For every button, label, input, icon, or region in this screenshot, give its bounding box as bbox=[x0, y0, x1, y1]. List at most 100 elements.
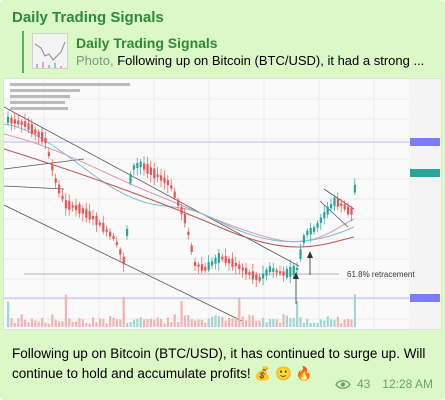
candle-body bbox=[299, 249, 302, 259]
candle-body bbox=[187, 231, 190, 236]
candle-body bbox=[248, 272, 251, 275]
volume-bar bbox=[34, 320, 37, 327]
candle-body bbox=[336, 198, 339, 207]
candle-body bbox=[282, 271, 285, 276]
reply-text: Photo, Following up on Bitcoin (BTC/USD)… bbox=[76, 53, 431, 68]
volume-bar bbox=[170, 321, 173, 327]
volume-bar bbox=[207, 318, 210, 327]
volume-bar bbox=[275, 319, 278, 327]
candle-body bbox=[302, 235, 305, 244]
candle-body bbox=[68, 200, 71, 210]
candle-body bbox=[102, 222, 105, 232]
view-count: 43 bbox=[356, 377, 371, 391]
channel-name[interactable]: Daily Trading Signals bbox=[12, 9, 164, 26]
candle-body bbox=[190, 245, 193, 252]
candle-body bbox=[268, 266, 271, 273]
chart-image[interactable]: 61.8% retracement bbox=[3, 78, 442, 330]
volume-bar bbox=[75, 321, 78, 327]
candle-body bbox=[30, 124, 33, 135]
volume-bar bbox=[105, 323, 108, 327]
volume-bar bbox=[24, 319, 27, 327]
candle-body bbox=[197, 264, 200, 267]
volume-bar bbox=[58, 321, 61, 327]
volume-bar bbox=[13, 323, 16, 327]
volume-bar bbox=[245, 320, 248, 327]
volume-bar bbox=[68, 318, 71, 327]
candle-body bbox=[319, 217, 322, 223]
candle-body bbox=[170, 185, 173, 189]
candle-body bbox=[228, 258, 231, 264]
volume-bar bbox=[173, 314, 176, 327]
volume-bar bbox=[251, 315, 254, 327]
candle-body bbox=[238, 264, 241, 270]
volume-bar bbox=[7, 301, 10, 327]
candle-body bbox=[265, 269, 268, 276]
candle-body bbox=[340, 203, 343, 207]
volume-bar bbox=[156, 317, 159, 327]
candle-body bbox=[10, 117, 13, 124]
volume-bar bbox=[163, 323, 166, 327]
volume-bar bbox=[241, 316, 244, 327]
message-text: Following up on Bitcoin (BTC/USD), it ha… bbox=[12, 346, 426, 381]
volume-bar bbox=[299, 317, 302, 327]
volume-bar bbox=[343, 319, 346, 327]
candle-body bbox=[204, 266, 207, 271]
reply-snippet: Following up on Bitcoin (BTC/USD), it ha… bbox=[117, 53, 425, 68]
volume-bar bbox=[292, 317, 295, 327]
volume-bar bbox=[190, 319, 193, 327]
candle-body bbox=[129, 173, 132, 184]
candle-body bbox=[122, 256, 125, 265]
candle-body bbox=[207, 262, 210, 271]
volume-bar bbox=[10, 318, 13, 327]
btc-chart: 61.8% retracement bbox=[4, 79, 441, 329]
candle-body bbox=[326, 206, 329, 215]
candle-body bbox=[313, 227, 316, 232]
volume-bar bbox=[95, 322, 98, 327]
candle-body bbox=[71, 205, 74, 208]
volume-bar bbox=[289, 318, 292, 327]
candle-body bbox=[119, 249, 122, 255]
volume-bar bbox=[326, 316, 329, 327]
volume-bar bbox=[194, 320, 197, 327]
candle-body bbox=[7, 116, 10, 123]
volume-bar bbox=[177, 322, 180, 327]
volume-bar bbox=[149, 318, 152, 327]
volume-bar bbox=[47, 323, 50, 327]
volume-bar bbox=[85, 322, 88, 327]
volume-bar bbox=[302, 322, 305, 327]
volume-bar bbox=[102, 319, 105, 327]
volume-bar bbox=[17, 318, 20, 327]
volume-bar bbox=[166, 317, 169, 327]
candle-body bbox=[163, 177, 166, 184]
volume-bar bbox=[211, 316, 214, 327]
volume-bar bbox=[197, 319, 200, 327]
candle-body bbox=[20, 121, 23, 125]
candle-body bbox=[194, 261, 197, 267]
volume-bar bbox=[282, 314, 285, 327]
candle-body bbox=[75, 205, 78, 211]
volume-bar bbox=[248, 314, 251, 327]
volume-bar bbox=[37, 321, 40, 327]
volume-bar bbox=[61, 321, 64, 327]
volume-bar bbox=[350, 319, 353, 327]
volume-bar bbox=[30, 318, 33, 327]
views-eye-icon bbox=[335, 379, 351, 389]
volume-bar bbox=[238, 298, 241, 327]
candle-body bbox=[160, 175, 163, 181]
candle-body bbox=[200, 264, 203, 271]
message-meta: 43 12:28 AM bbox=[335, 377, 433, 391]
candle-body bbox=[251, 271, 254, 280]
volume-bar bbox=[340, 323, 343, 327]
volume-bar bbox=[224, 320, 227, 327]
volume-bar bbox=[323, 320, 326, 327]
candle-body bbox=[98, 222, 101, 225]
candle-body bbox=[115, 242, 118, 245]
volume-bar bbox=[204, 322, 207, 327]
volume-bar bbox=[333, 319, 336, 327]
candle-body bbox=[183, 213, 186, 224]
volume-bar bbox=[41, 317, 44, 327]
volume-bar bbox=[183, 315, 186, 327]
reply-preview[interactable]: Daily Trading Signals Photo, Following u… bbox=[22, 31, 437, 73]
volume-bar bbox=[129, 322, 132, 327]
